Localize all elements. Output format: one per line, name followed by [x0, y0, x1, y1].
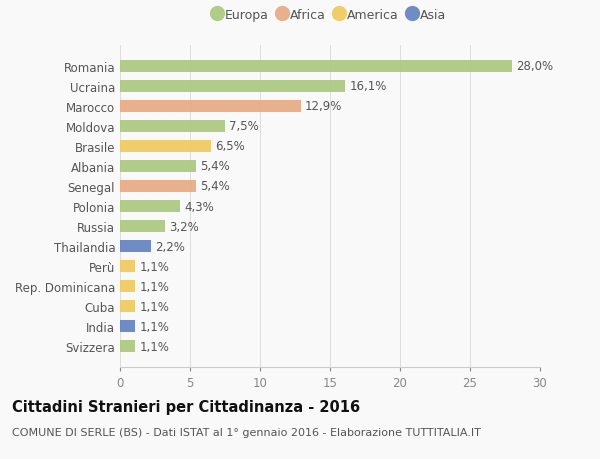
Text: 2,2%: 2,2%: [155, 240, 185, 253]
Legend: Europa, Africa, America, Asia: Europa, Africa, America, Asia: [209, 4, 451, 27]
Bar: [120, 260, 136, 273]
Text: Cittadini Stranieri per Cittadinanza - 2016: Cittadini Stranieri per Cittadinanza - 2…: [12, 399, 360, 414]
Text: 16,1%: 16,1%: [350, 80, 387, 93]
Text: 1,1%: 1,1%: [140, 340, 169, 353]
Bar: [120, 180, 196, 193]
Text: COMUNE DI SERLE (BS) - Dati ISTAT al 1° gennaio 2016 - Elaborazione TUTTITALIA.I: COMUNE DI SERLE (BS) - Dati ISTAT al 1° …: [12, 427, 481, 437]
Text: 6,5%: 6,5%: [215, 140, 245, 153]
Bar: [120, 340, 136, 353]
Bar: [120, 241, 151, 253]
Bar: [120, 320, 136, 333]
Bar: [120, 80, 346, 93]
Bar: [120, 201, 180, 213]
Text: 12,9%: 12,9%: [305, 100, 342, 113]
Bar: [120, 140, 211, 153]
Bar: [120, 300, 136, 313]
Bar: [120, 101, 301, 113]
Text: 3,2%: 3,2%: [169, 220, 199, 233]
Text: 28,0%: 28,0%: [516, 60, 553, 73]
Bar: [120, 120, 225, 133]
Text: 5,4%: 5,4%: [200, 160, 230, 173]
Text: 1,1%: 1,1%: [140, 280, 169, 293]
Text: 1,1%: 1,1%: [140, 260, 169, 273]
Text: 5,4%: 5,4%: [200, 180, 230, 193]
Bar: [120, 61, 512, 73]
Text: 1,1%: 1,1%: [140, 320, 169, 333]
Bar: [120, 160, 196, 173]
Bar: [120, 280, 136, 293]
Text: 4,3%: 4,3%: [184, 200, 214, 213]
Bar: [120, 220, 165, 233]
Text: 1,1%: 1,1%: [140, 300, 169, 313]
Text: 7,5%: 7,5%: [229, 120, 259, 133]
